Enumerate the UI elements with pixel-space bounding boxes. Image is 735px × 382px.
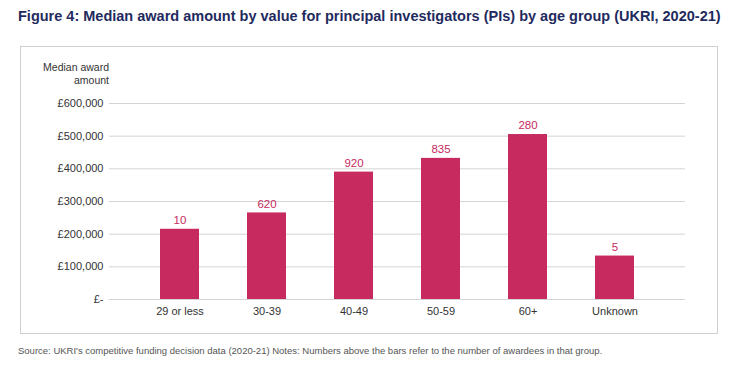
svg-text:40-49: 40-49	[340, 305, 368, 317]
svg-text:£300,000: £300,000	[58, 195, 104, 207]
svg-text:5: 5	[612, 241, 618, 253]
svg-text:£100,000: £100,000	[58, 260, 104, 272]
svg-text:835: 835	[431, 143, 450, 155]
html-text:Figure 4: Median award amount: Figure 4: Median award amount by value f…	[18, 8, 721, 24]
svg-text:10: 10	[174, 214, 187, 226]
svg-text:620: 620	[257, 198, 276, 210]
svg-text:60+: 60+	[519, 305, 538, 317]
svg-text:£400,000: £400,000	[58, 162, 104, 174]
svg-text:£500,000: £500,000	[58, 130, 104, 142]
svg-text:Unknown: Unknown	[592, 305, 638, 317]
svg-text:£-: £-	[94, 293, 104, 305]
svg-text:50-59: 50-59	[427, 305, 455, 317]
svg-text:£200,000: £200,000	[58, 228, 104, 240]
html-text:Median award amount: Median award amount	[43, 61, 109, 86]
svg-text:30-39: 30-39	[253, 305, 281, 317]
svg-text:29 or less: 29 or less	[156, 305, 204, 317]
html-text:Source: UKRI's competitive fun: Source: UKRI's competitive funding decis…	[18, 345, 603, 356]
svg-text:920: 920	[344, 157, 363, 169]
svg-text:£600,000: £600,000	[58, 97, 104, 109]
svg-text:280: 280	[518, 119, 537, 131]
